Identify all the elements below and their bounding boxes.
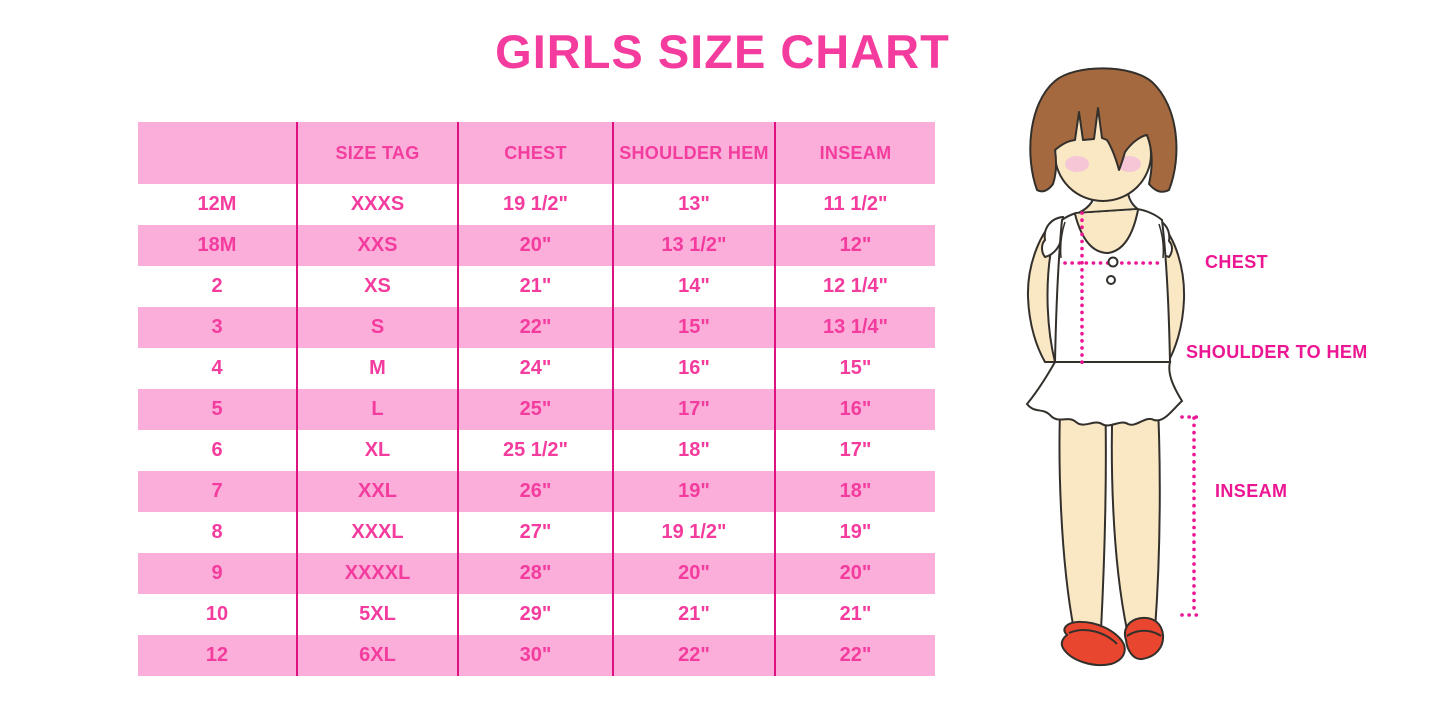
table-cell: XS (297, 266, 459, 307)
table-cell: 21" (458, 266, 614, 307)
table-row: 3 S 22" 15" 13 1/4" (138, 307, 935, 348)
girl-illustration: CHEST SHOULDER TO HEM INSEAM (995, 52, 1445, 712)
table-cell: 13 1/2" (613, 225, 776, 266)
left-shoe (1060, 620, 1126, 666)
left-shoe-strap (1068, 629, 1118, 645)
right-shoe-strap (1126, 629, 1162, 637)
column-header: INSEAM (775, 122, 935, 184)
column-header: CHEST (458, 122, 614, 184)
table-cell: 22" (458, 307, 614, 348)
table-cell: 17" (613, 389, 776, 430)
table-cell: 16" (775, 389, 935, 430)
page-title: GIRLS SIZE CHART (495, 25, 950, 78)
size-table: SIZE TAG CHEST SHOULDER HEM INSEAM 12M XXXS 19… (138, 122, 935, 676)
table-cell: 25 1/2" (458, 430, 614, 471)
table-cell: 30" (458, 635, 614, 676)
table-cell: 11 1/2" (823, 193, 888, 215)
table-cell: 29" (458, 594, 614, 635)
table-cell: XXXXL (297, 553, 459, 594)
column-header (138, 122, 298, 184)
table-cell: 20" (613, 553, 776, 594)
table-cell: 20" (775, 553, 935, 594)
left-arm (1026, 219, 1057, 363)
table-cell: 26" (458, 471, 614, 512)
table-cell: 5XL (297, 594, 459, 635)
table-cell: 22" (775, 635, 935, 676)
table-cell: 9 (138, 553, 298, 594)
table-cell: 15" (839, 357, 872, 379)
table-cell: 17" (839, 439, 872, 461)
table-cell: 7 (138, 471, 298, 512)
table-cell: 20" (458, 225, 614, 266)
table-cell: L (297, 389, 459, 430)
skirt (1025, 361, 1184, 427)
header-row: SIZE TAG CHEST SHOULDER HEM INSEAM (138, 122, 935, 184)
left-armhole-seam (1059, 221, 1066, 259)
table-cell: 19 1/2" (613, 512, 776, 553)
table-cell: 28" (458, 553, 614, 594)
table-cell: 3 (138, 307, 298, 348)
table-cell: 19" (613, 471, 776, 512)
table-cell: 19 1/2" (458, 184, 614, 225)
table-cell: 21" (613, 594, 776, 635)
table-cell: 13 1/4" (775, 307, 935, 348)
right-armhole-seam (1158, 223, 1165, 259)
table-cell: XL (297, 430, 459, 471)
table-cell: 21" (839, 603, 872, 625)
table-cell: 12" (775, 225, 935, 266)
girl-figure-svg (1025, 67, 1205, 666)
left-cheek-blush (1065, 156, 1089, 172)
table-row: 4 M 24" 16" 15" (138, 348, 935, 389)
table-cell: 22" (613, 635, 776, 676)
table-cell: 27" (458, 512, 614, 553)
column-header: SHOULDER HEM (613, 122, 776, 184)
table-row: 6 XL 25 1/2" 18" 17" (138, 430, 935, 471)
table-row: 12M XXXS 19 1/2" 13" 11 1/2" (138, 184, 935, 225)
table-cell: 18" (613, 430, 776, 471)
table-cell: 10 (138, 594, 298, 635)
table-cell: 18" (775, 471, 935, 512)
chest-label: CHEST (1205, 252, 1269, 272)
hair (1029, 67, 1178, 193)
table-cell: XXL (297, 471, 459, 512)
table-cell: 14" (613, 266, 776, 307)
table-row: 12 6XL 30" 22" 22" (138, 635, 935, 676)
table-cell: 12 (138, 635, 298, 676)
table-cell: 18M (138, 225, 298, 266)
table-cell: 25" (458, 389, 614, 430)
table-cell: XXS (297, 225, 459, 266)
table-cell: 6XL (297, 635, 459, 676)
table-cell: 6 (138, 430, 298, 471)
table-cell: 24" (458, 348, 614, 389)
table-cell: XXXL (297, 512, 459, 553)
inseam-label: INSEAM (1215, 481, 1288, 501)
table-cell: 16" (613, 348, 776, 389)
table-row: 5 L 25" 17" 16" (138, 389, 935, 430)
table-row: 10 5XL 29" 21" 21" (138, 594, 935, 635)
table-cell: 12 1/4" (822, 275, 889, 297)
table-cell: 15" (613, 307, 776, 348)
table-cell: 8 (138, 512, 298, 553)
column-header: SIZE TAG (297, 122, 459, 184)
shirt (1053, 207, 1172, 363)
table-cell: S (297, 307, 459, 348)
table-cell: 4 (138, 348, 298, 389)
table-cell: M (297, 348, 459, 389)
table-row: 7 XXL 26" 19" 18" (138, 471, 935, 512)
shirt-button-bottom (1106, 275, 1116, 285)
table-row: 8 XXXL 27" 19 1/2" 19" (138, 512, 935, 553)
table-row: 2 XS 21" 14" 12 1/4" (138, 266, 935, 307)
table-row: 18M XXS 20" 13 1/2" 12" (138, 225, 935, 266)
table-cell: 13" (613, 184, 776, 225)
shoulder-to-hem-label: SHOULDER TO HEM (1186, 342, 1368, 362)
table-cell: 2 (138, 266, 298, 307)
right-shoe (1124, 616, 1165, 661)
shirt-button-top (1107, 256, 1119, 268)
table-cell: 12M (138, 184, 298, 225)
table-cell: 5 (138, 389, 298, 430)
table-cell: XXXS (297, 184, 459, 225)
table-row: 9 XXXXL 28" 20" 20" (138, 553, 935, 594)
table-cell: 19" (839, 521, 872, 543)
